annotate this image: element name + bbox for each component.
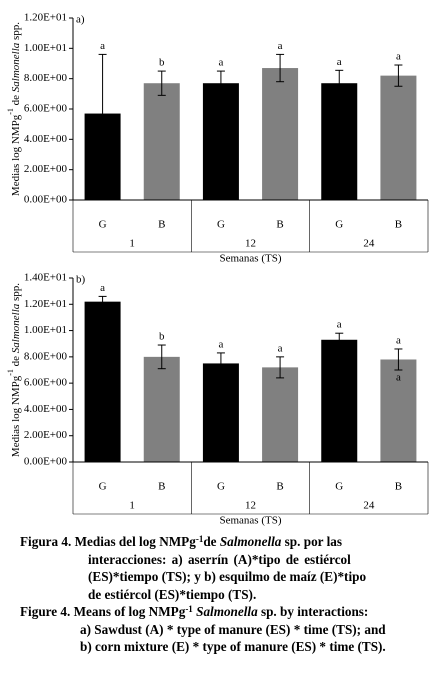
x-tick-label: B (158, 481, 165, 493)
bar (321, 339, 358, 462)
x-tick-label: G (335, 481, 343, 493)
significance-letter: b (159, 57, 165, 69)
significance-letter: a (218, 57, 223, 69)
bar (84, 301, 121, 462)
y-tick-label: 8.00E+00 (24, 72, 68, 84)
bar (143, 356, 180, 462)
y-tick-label: 0.00E+00 (24, 456, 68, 468)
group-label: 24 (363, 500, 375, 512)
x-tick-label: B (395, 481, 402, 493)
significance-letter: a (396, 372, 401, 384)
x-tick-label: B (276, 219, 283, 231)
x-tick-label: G (335, 219, 343, 231)
bar (380, 359, 417, 462)
x-tick-label: B (158, 219, 165, 231)
y-tick-label: 4.00E+00 (24, 133, 68, 145)
caption-text: -1 (195, 534, 204, 544)
y-axis-label: Medias log NMPg-1 de Salmonella spp. (6, 22, 21, 196)
significance-letter: a (396, 335, 401, 347)
bar (202, 83, 239, 200)
y-tick-label: 0.00E+00 (24, 194, 68, 206)
caption-line: (ES)*tiempo (TS); y b) esquilmo de maíz … (0, 568, 439, 586)
x-tick-label: B (276, 481, 283, 493)
y-tick-label: 4.00E+00 (24, 403, 68, 415)
y-tick-label: 1.40E+01 (24, 272, 67, 284)
panel-label: a) (76, 14, 85, 26)
caption-text: de estiércol (ES)*tiempo (TS). (88, 586, 257, 602)
y-axis-label-part: spp. (10, 22, 22, 43)
x-tick-label: G (99, 219, 107, 231)
y-tick-label: 1.00E+01 (24, 324, 67, 336)
bar (143, 83, 180, 200)
group-label: 12 (245, 238, 256, 250)
significance-letter: a (100, 282, 105, 294)
y-tick-label: 6.00E+00 (24, 377, 68, 389)
caption-line: de estiércol (ES)*tiempo (TS). (0, 586, 439, 604)
y-tick-label: 1.20E+01 (24, 12, 67, 24)
significance-letter: a (100, 40, 105, 52)
x-tick-label: B (395, 219, 402, 231)
x-tick-label: G (99, 481, 107, 493)
x-tick-label: G (217, 219, 225, 231)
caption-text: de (203, 534, 220, 549)
group-label: 1 (129, 238, 135, 250)
y-tick-label: 6.00E+00 (24, 103, 68, 115)
significance-letter: a (337, 56, 342, 68)
caption-text: a) Sawdust (A) * type of manure (ES) * t… (80, 621, 386, 637)
y-tick-label: 2.00E+00 (24, 429, 68, 441)
y-tick-label: 1.20E+01 (24, 298, 67, 310)
bar (321, 83, 358, 200)
y-axis-label-part: -1 (6, 108, 15, 115)
caption-line: Figure 4. Means of log NMPg-1 Salmonella… (0, 603, 439, 621)
group-label: 1 (129, 500, 135, 512)
caption-text: Figure 4. Means of log NMPg (20, 604, 186, 619)
x-tick-label: G (217, 481, 225, 493)
caption-text: Salmonella (196, 604, 258, 619)
caption-text: Salmonella (219, 534, 282, 549)
significance-letter: a (337, 319, 342, 331)
caption-text: -1 (185, 604, 193, 614)
caption-text: sp. by interactions: (257, 604, 369, 619)
bar (380, 75, 417, 200)
caption-text: sp. por las (281, 534, 342, 549)
significance-letter: b (159, 331, 165, 343)
y-axis-label-part: spp. (10, 283, 22, 304)
caption-text: Figura 4. Medias del log NMPg (20, 534, 196, 549)
caption: Figura 4. Medias del log NMPg-1de Salmon… (0, 533, 439, 656)
bar (262, 367, 299, 462)
y-axis-label-part: Medias log NMPg (10, 114, 22, 196)
group-label: 12 (245, 500, 256, 512)
caption-line: interacciones: a) aserrín (A)*tipo de es… (0, 551, 439, 569)
significance-letter: a (396, 51, 401, 63)
caption-line: a) Sawdust (A) * type of manure (ES) * t… (0, 621, 439, 639)
caption-text: b) corn mixture (E) * type of manure (ES… (80, 639, 386, 654)
y-axis-label-part: -1 (6, 369, 15, 376)
y-tick-label: 1.00E+01 (24, 42, 67, 54)
charts: 0.00E+00 2.00E+00 4.00E+00 6.00E+00 8.00E+00… (6, 12, 429, 527)
y-axis-label-part: Salmonella (10, 42, 22, 92)
panel-label: b) (76, 274, 86, 286)
y-tick-label: 8.00E+00 (24, 350, 68, 362)
caption-text: (ES)*tiempo (TS); y b) esquilmo de maíz … (88, 569, 367, 584)
caption-line: Figura 4. Medias del log NMPg-1de Salmon… (0, 533, 439, 551)
x-axis-label: Semanas (TS) (219, 515, 281, 527)
significance-letter: a (278, 40, 283, 52)
group-label: 24 (363, 238, 375, 250)
y-axis-label-part: de (10, 353, 22, 369)
y-axis-label-part: Salmonella (10, 303, 22, 353)
x-axis-label: Semanas (TS) (219, 253, 281, 265)
y-tick-label: 2.00E+00 (24, 163, 68, 175)
y-axis-label: Medias log NMPg-1 de Salmonella spp. (6, 283, 21, 457)
y-axis-label-part: Medias log NMPg (10, 375, 22, 457)
bar (202, 363, 239, 462)
caption-text: interacciones: a) aserrín (A)*tipo de es… (88, 551, 351, 567)
y-axis-label-part: de (10, 92, 22, 108)
significance-letter: a (278, 342, 283, 354)
caption-line: b) corn mixture (E) * type of manure (ES… (0, 638, 439, 656)
significance-letter: a (218, 338, 223, 350)
bar (262, 68, 299, 200)
